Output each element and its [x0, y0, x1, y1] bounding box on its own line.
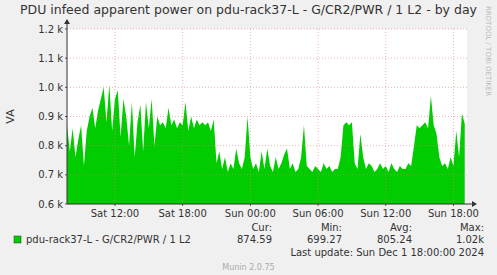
y-tick-label: 0.8 k: [38, 140, 63, 151]
stat-value: 1.02k: [456, 234, 484, 245]
y-tick-label: 0.7 k: [38, 169, 63, 180]
grid-line: [67, 87, 467, 88]
credit: Munin 2.0.75: [222, 263, 274, 272]
x-tick-label: Sun 12:00: [360, 208, 411, 219]
x-tick-label: Sun 06:00: [293, 208, 344, 219]
grid-line: [67, 116, 467, 117]
plot-area: [67, 29, 467, 204]
grid-line: [67, 174, 467, 175]
stat-label: Max:: [460, 222, 484, 233]
x-tick-label: Sun 00:00: [225, 208, 276, 219]
y-tick-label: 0.9 k: [38, 111, 63, 122]
grid-line: [67, 58, 467, 59]
y-tick-label: 1.1 k: [38, 53, 63, 64]
grid-line: [114, 29, 115, 204]
x-tick-label: Sun 18:00: [428, 208, 479, 219]
y-axis-arrow: [64, 19, 70, 24]
title: PDU infeed apparent power on pdu-rack37-…: [20, 2, 478, 17]
area: [67, 84, 465, 204]
grid-line: [182, 29, 183, 204]
stat-label: Avg:: [390, 222, 412, 233]
grid-line: [67, 29, 467, 30]
legend-swatch: [14, 236, 21, 243]
stat-value: 699.27: [307, 234, 342, 245]
stat-value: 805.24: [377, 234, 412, 245]
data-group: [67, 84, 465, 204]
grid-line: [250, 29, 251, 204]
x-tick-label: Sat 18:00: [158, 208, 206, 219]
stat-label: Cur:: [251, 222, 272, 233]
background: [0, 0, 497, 275]
x-axis: [67, 204, 473, 205]
x-tick-label: Sat 12:00: [91, 208, 139, 219]
grid-line: [318, 29, 319, 204]
footer: Last update: Sun Dec 1 18:00:00 2024: [290, 247, 484, 258]
y-tick-label: 0.6 k: [38, 199, 63, 210]
y-tick-label: 1.0 k: [38, 82, 63, 93]
y-tick-label: 1.2 k: [38, 24, 63, 35]
chart: PDU infeed apparent power on pdu-rack37-…: [0, 0, 497, 275]
y-axis: [67, 23, 68, 204]
grid-line: [385, 29, 386, 204]
watermark: RRDTOOL / TOBI OETIKER: [484, 6, 492, 96]
grid-line: [67, 145, 467, 146]
stat-label: Min:: [321, 222, 342, 233]
x-axis-arrow: [472, 201, 477, 207]
y-label: VA: [4, 109, 17, 124]
stat-value: 874.59: [237, 234, 272, 245]
legend-label: pdu-rack37-L - G/CR2/PWR / 1 L2: [26, 234, 191, 245]
grid-line: [453, 29, 454, 204]
